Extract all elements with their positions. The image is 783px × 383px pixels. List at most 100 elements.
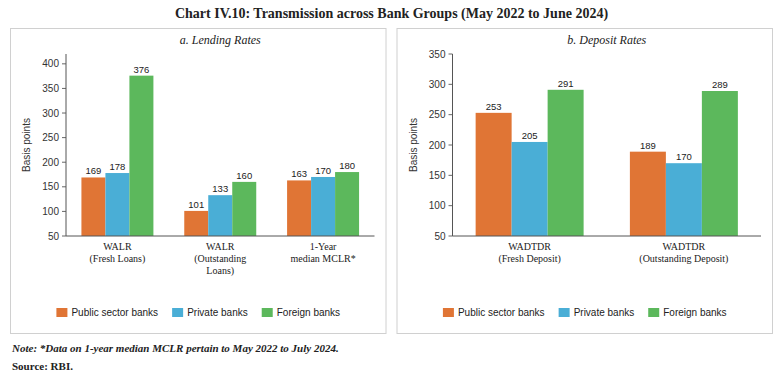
legend-swatch (443, 308, 454, 317)
bars (476, 90, 738, 236)
x-tick-label: WADTDR(Fresh Deposit) (498, 241, 561, 265)
legend-label: Public sector banks (458, 307, 545, 318)
x-tick-label: WALR(OutstandingLoans) (194, 241, 246, 277)
bar (335, 172, 359, 236)
legend-item: Private banks (172, 307, 248, 318)
panel-frame (11, 29, 387, 334)
data-label: 253 (486, 101, 502, 112)
legend-swatch (559, 308, 570, 317)
bar (512, 142, 548, 236)
y-tick (62, 211, 66, 212)
data-label: 133 (212, 183, 228, 194)
x-tick-label: 1-Yearmedian MCLR* (290, 241, 355, 264)
data-label: 205 (522, 130, 538, 141)
x-tick-label-line: median MCLR* (290, 253, 355, 264)
panel-title: b. Deposit Rates (567, 33, 646, 47)
legend-item: Foreign banks (648, 307, 726, 318)
bars (81, 76, 359, 236)
bar (630, 152, 666, 236)
bar (81, 177, 105, 236)
x-tick-label: WALR(Fresh Loans) (90, 241, 146, 265)
x-tick-label-line: (Fresh Loans) (90, 253, 146, 265)
y-tick-label: 250 (42, 132, 59, 143)
data-label: 291 (558, 78, 574, 89)
x-tick-label-line: WALR (206, 241, 235, 252)
x-tick-label-line: WADTDR (508, 241, 551, 252)
y-tick (62, 162, 66, 163)
y-tick-label: 250 (429, 109, 446, 120)
y-tick-label: 300 (429, 79, 446, 90)
legend-item: Public sector banks (56, 307, 158, 318)
bar (548, 90, 584, 236)
y-tick-label: 350 (42, 83, 59, 94)
y-tick-label: 150 (42, 181, 59, 192)
y-tick (62, 236, 66, 237)
y-tick (449, 236, 453, 237)
y-tick (62, 88, 66, 89)
panel-frame (397, 29, 773, 334)
data-label: 163 (291, 168, 307, 179)
y-tick (449, 205, 453, 206)
data-label: 169 (85, 165, 101, 176)
legend-label: Foreign banks (277, 307, 340, 318)
x-tick-label-line: (Outstanding (194, 253, 246, 265)
y-axis-line (66, 54, 67, 236)
legend-swatch (56, 308, 67, 317)
y-tick (62, 63, 66, 64)
bar (105, 173, 129, 236)
y-axis-label: Basis points (21, 118, 32, 172)
y-tick (62, 186, 66, 187)
y-tick (449, 145, 453, 146)
panel: a. Lending Rates50100150200250300350400B… (11, 29, 387, 334)
data-label: 170 (676, 151, 692, 162)
x-tick-label-line: WADTDR (662, 241, 705, 252)
y-tick (449, 54, 453, 55)
y-tick-label: 300 (42, 108, 59, 119)
data-label: 180 (339, 160, 355, 171)
data-label: 160 (236, 170, 252, 181)
data-label: 189 (640, 140, 656, 151)
bar (666, 163, 702, 236)
y-axis-line (452, 54, 453, 236)
bar (311, 177, 335, 236)
panel-title: a. Lending Rates (180, 33, 261, 47)
legend-item: Private banks (559, 307, 635, 318)
y-tick (449, 84, 453, 85)
legend-label: Private banks (187, 307, 248, 318)
y-tick-label: 350 (429, 49, 446, 60)
y-tick-label: 400 (42, 58, 59, 69)
panel: b. Deposit Rates50100150200250300350Basi… (397, 29, 773, 334)
data-label: 178 (109, 161, 125, 172)
legend-swatch (262, 308, 273, 317)
legend-item: Foreign banks (262, 307, 340, 318)
bar (287, 180, 311, 236)
legend: Public sector banks Private banks Foreign … (56, 307, 340, 318)
x-tick-label: WADTDR(Outstanding Deposit) (639, 241, 728, 265)
y-tick (449, 114, 453, 115)
legend-swatch (648, 308, 659, 317)
y-tick-label: 100 (42, 206, 59, 217)
x-axis-line (66, 236, 375, 237)
bar (184, 211, 208, 236)
y-tick-label: 200 (429, 140, 446, 151)
x-axis-line (453, 236, 762, 237)
y-tick (62, 137, 66, 138)
data-label: 376 (133, 64, 149, 75)
legend: Public sector banks Private banks Foreign … (443, 307, 727, 318)
y-tick-label: 150 (429, 170, 446, 181)
legend-label: Private banks (574, 307, 635, 318)
x-tick-label-line: 1-Year (310, 241, 337, 252)
y-tick-label: 50 (48, 231, 60, 242)
data-labels: 253 189 205 170 291 289 (486, 78, 728, 162)
legend-swatch (172, 308, 183, 317)
y-tick (449, 175, 453, 176)
data-labels: 169101163178133170376160180 (85, 64, 355, 210)
data-label: 101 (188, 199, 204, 210)
y-tick-label: 50 (434, 231, 446, 242)
x-tick-label-line: WALR (103, 241, 132, 252)
bar (702, 91, 738, 236)
data-label: 289 (712, 79, 728, 90)
bar (208, 195, 232, 236)
y-tick (62, 113, 66, 114)
figure-title: Chart IV.10: Transmission across Bank Gr… (175, 6, 608, 22)
